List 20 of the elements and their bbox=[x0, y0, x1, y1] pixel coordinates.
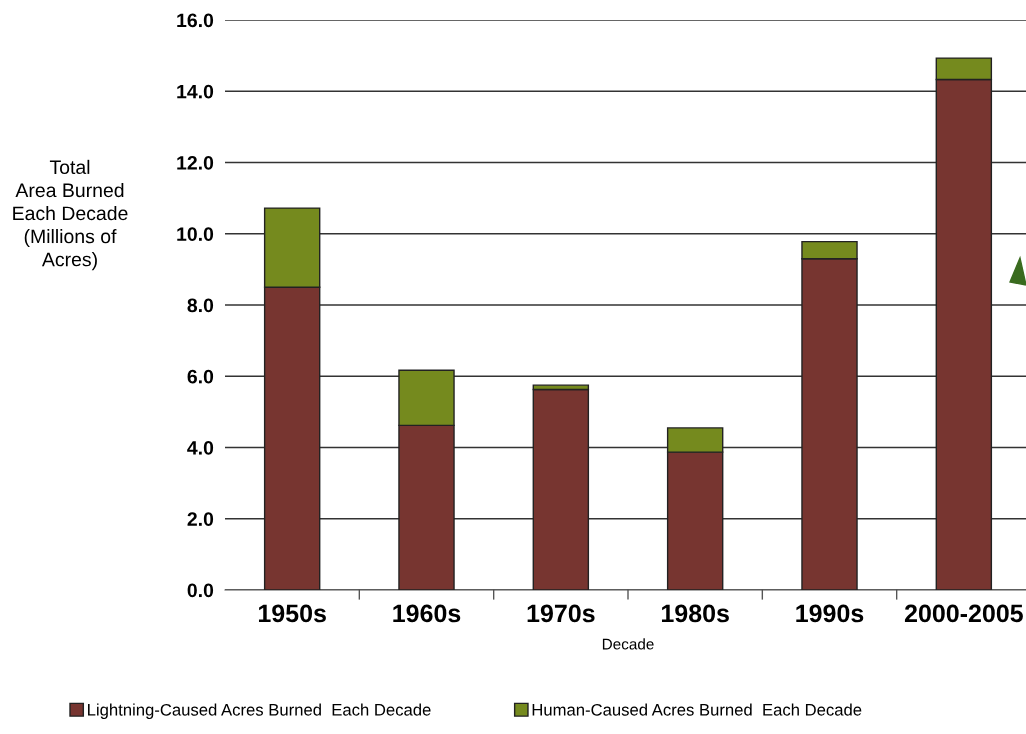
y-axis-title: Total Area Burned Each Decade (Millions of Acres) bbox=[13, 159, 128, 271]
x-tick-label: 1960s bbox=[393, 604, 461, 623]
x-tick-label: 1950s bbox=[258, 604, 326, 623]
legend-label: Lightning-Caused Acres Burned Each Decade bbox=[88, 703, 431, 719]
x-tick-label: 1980s bbox=[661, 604, 729, 623]
y-tick-label: 16.0 bbox=[177, 13, 214, 28]
x-axis-title: Decade bbox=[602, 638, 654, 650]
legend-label: Human-Caused Acres Burned Each Decade bbox=[532, 703, 862, 716]
bar bbox=[532, 388, 590, 590]
x-tick-label: 1990s bbox=[796, 604, 864, 623]
x-tick-label: 1970s bbox=[527, 604, 595, 623]
y-tick-label: 4.0 bbox=[187, 440, 214, 455]
y-tick-label: 10.0 bbox=[177, 227, 214, 241]
y-tick-label: 8.0 bbox=[187, 298, 214, 313]
y-tick-label: 12.0 bbox=[177, 155, 214, 170]
y-tick-label: 6.0 bbox=[187, 369, 214, 384]
y-tick-label: 0.0 bbox=[187, 583, 214, 598]
x-tick-label: 2000-2005 bbox=[904, 604, 1023, 623]
y-tick-label: 14.0 bbox=[177, 84, 214, 99]
y-tick-label: 2.0 bbox=[187, 512, 214, 526]
